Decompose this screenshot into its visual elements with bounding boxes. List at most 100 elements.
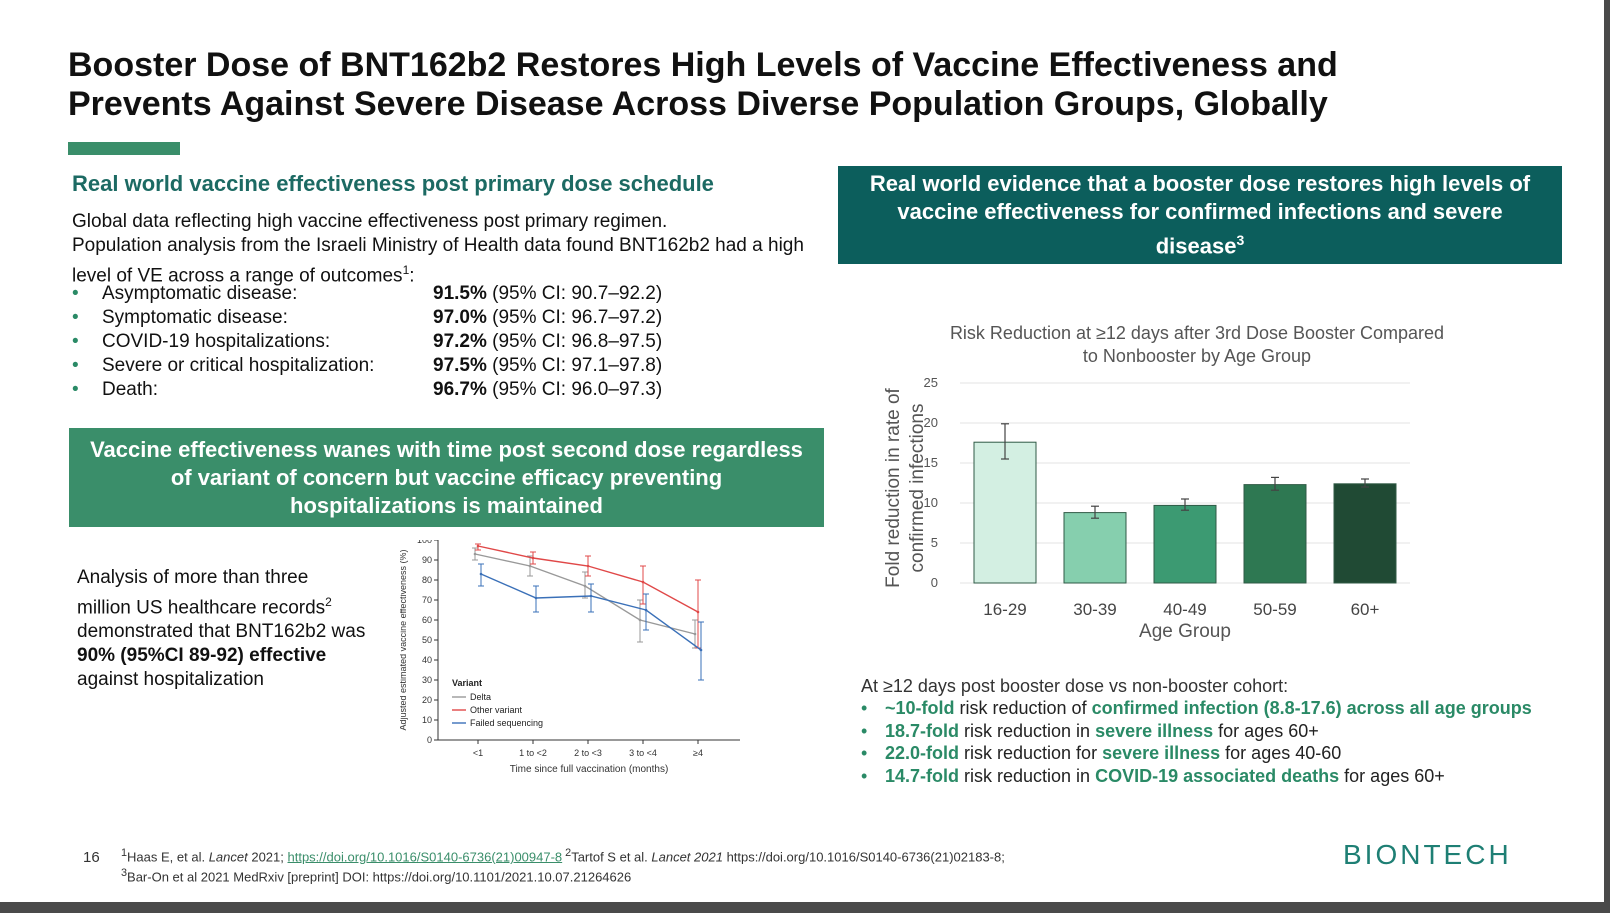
outcome-list: • Asymptomatic disease: 91.5% (95% CI: 90.…: [72, 282, 712, 402]
outcome-label: Symptomatic disease:: [102, 307, 288, 328]
finding-item: • 18.7-fold risk reduction in severe illn…: [861, 720, 1532, 743]
intro-superscript: 1: [402, 263, 410, 277]
references: 1Haas E, et al. Lancet 2021; https://doi…: [121, 845, 1005, 886]
bullet-icon: •: [861, 720, 868, 741]
analysis-text: Analysis of more than three million US h…: [77, 566, 367, 692]
page-number: 16: [83, 849, 100, 866]
ref1-link[interactable]: https://doi.org/10.1016/S0140-6736(21)00…: [287, 849, 563, 865]
waning-callout-text: Vaccine effectiveness wanes with time po…: [90, 436, 803, 518]
y-axis-label-line: confirmed infections: [907, 404, 928, 573]
ref3-sup: 3: [121, 867, 128, 880]
chart-title-line: to Nonbooster by Age Group: [1083, 346, 1311, 366]
bullet-icon: •: [861, 743, 868, 763]
y-tick-label: 30: [422, 675, 432, 685]
finding-outcome: severe illness: [1095, 720, 1214, 741]
bullet-icon: •: [72, 355, 79, 376]
finding-item: • 22.0-fold risk reduction for severe ill…: [861, 742, 1532, 765]
finding-fold: 18.7-fold: [885, 720, 960, 741]
legend-label: Failed sequencing: [470, 718, 543, 728]
bar-30-39: [1063, 512, 1127, 584]
y-tick-label: 100: [417, 540, 432, 545]
outcome-item: • Symptomatic disease: 97.0% (95% CI: 96.7…: [72, 306, 712, 330]
outcome-item: • Asymptomatic disease: 91.5% (95% CI: 90.…: [72, 282, 712, 306]
outcome-value: 96.7%: [433, 379, 487, 400]
outcome-ci: (95% CI: 96.7–97.2): [492, 307, 663, 328]
data-point: [699, 648, 703, 652]
outcome-value-group: 97.2% (95% CI: 96.8–97.5): [433, 330, 662, 354]
y-tick-label: 0: [427, 735, 432, 745]
x-tick-label: 50-59: [1253, 600, 1296, 619]
bar-40-49: [1153, 504, 1217, 584]
finding-outcome: COVID-19 associated deaths: [1095, 765, 1340, 786]
findings-lead: At ≥12 days post booster dose vs non-boo…: [861, 676, 1289, 696]
x-axis-label: Age Group: [1139, 621, 1231, 642]
ref1-journal: Lancet: [208, 849, 248, 865]
outcome-item: • Death: 96.7% (95% CI: 96.0–97.3): [72, 378, 712, 402]
outcome-value: 97.5%: [433, 355, 487, 376]
data-point: [583, 584, 587, 588]
y-tick-label: 60: [422, 615, 432, 625]
bullet-icon: •: [72, 379, 79, 400]
waning-callout-box: Vaccine effectiveness wanes with time po…: [69, 428, 824, 527]
data-point: [696, 610, 700, 614]
bullet-icon: •: [861, 765, 868, 786]
biontech-logo: BIONTECH: [1343, 839, 1512, 868]
slide-title: Booster Dose of BNT162b2 Restores High L…: [68, 46, 1488, 124]
outcome-value: 97.0%: [433, 307, 487, 328]
y-tick-label: 70: [422, 595, 432, 605]
data-point: [644, 608, 648, 612]
reference-line-2: 3Bar-On et al 2021 MedRxiv [preprint] DO…: [121, 865, 1005, 885]
intro-colon: :: [409, 265, 415, 287]
y-tick-label: 20: [422, 695, 432, 705]
y-axis-label: Fold reduction in rate of confirmed infec…: [883, 387, 928, 587]
analysis-bold: 90% (95%CI 89-92) effective: [77, 645, 327, 667]
y-tick-label: 50: [422, 635, 432, 645]
x-tick-label: <1: [473, 748, 483, 758]
data-point: [586, 564, 590, 568]
outcome-ci: (95% CI: 97.1–97.8): [492, 355, 663, 376]
finding-item: • ~10-fold risk reduction of confirmed in…: [861, 697, 1532, 720]
booster-callout-wrap: Real world evidence that a booster dose …: [858, 170, 1542, 260]
ref3-text: Bar-On et al 2021 MedRxiv [preprint] DOI…: [127, 869, 632, 885]
finding-tail: for ages 60+: [1213, 720, 1319, 741]
y-tick-label: 15: [924, 455, 938, 470]
biontech-logo-text: BIONTECH: [1343, 839, 1512, 868]
finding-mid: risk reduction of: [954, 698, 1092, 718]
left-section-heading: Real world vaccine effectiveness post pr…: [72, 171, 714, 196]
outcome-label: Death:: [102, 379, 158, 400]
left-intro-text: Global data reflecting high vaccine effe…: [72, 210, 812, 288]
analysis-part-1: Analysis of more than three million US h…: [77, 567, 326, 619]
data-point: [479, 572, 483, 576]
finding-outcome: confirmed infection (8.8-17.6) across al…: [1091, 698, 1532, 718]
outcome-value-group: 91.5% (95% CI: 90.7–92.2): [433, 282, 662, 306]
outcome-ci: (95% CI: 90.7–92.2): [492, 283, 663, 304]
bullet-icon: •: [72, 283, 79, 304]
y-axis-label-line: Fold reduction in rate of: [883, 387, 904, 587]
data-point: [531, 556, 535, 560]
y-tick-label: 10: [924, 495, 938, 510]
booster-callout-text: Real world evidence that a booster dose …: [869, 170, 1531, 259]
title-line-2: Prevents Against Severe Disease Across D…: [68, 85, 1328, 123]
ref2-journal: Lancet 2021: [651, 849, 723, 865]
data-point: [589, 594, 593, 598]
x-tick-label: 2 to <3: [574, 748, 602, 758]
chart-title-line: Risk Reduction at ≥12 days after 3rd Dos…: [950, 323, 1444, 343]
outcome-ci: (95% CI: 96.0–97.3): [492, 379, 663, 400]
ref2-rest: https://doi.org/10.1016/S0140-6736(21)02…: [722, 849, 1005, 865]
ref2-text: Tartof S et al.: [571, 849, 652, 865]
outcome-item: • COVID-19 hospitalizations: 97.2% (95% CI…: [72, 330, 712, 354]
y-tick-label: 5: [931, 535, 938, 550]
title-line-1: Booster Dose of BNT162b2 Restores High L…: [68, 46, 1338, 84]
outcome-item: • Severe or critical hospitalization: 97.5…: [72, 354, 712, 378]
finding-item: • 14.7-fold risk reduction in COVID-19 as…: [861, 765, 1532, 788]
data-point: [693, 632, 697, 636]
outcome-value-group: 97.0% (95% CI: 96.7–97.2): [433, 306, 662, 330]
y-tick-label: 20: [924, 415, 938, 430]
title-accent-bar: [68, 142, 180, 155]
finding-fold: 22.0-fold: [885, 743, 960, 763]
legend-label: Delta: [470, 692, 491, 702]
finding-fold: 14.7-fold: [885, 765, 960, 786]
finding-tail: for ages 40-60: [1220, 743, 1342, 763]
findings-list: • ~10-fold risk reduction of confirmed in…: [861, 697, 1532, 787]
